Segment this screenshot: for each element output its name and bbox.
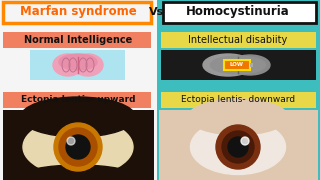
Text: Vs: Vs [149,7,164,17]
Ellipse shape [20,165,135,180]
Text: Ectopia lentis- downward: Ectopia lentis- downward [181,96,295,105]
FancyBboxPatch shape [161,92,316,108]
FancyBboxPatch shape [3,32,151,48]
FancyBboxPatch shape [0,0,157,180]
FancyBboxPatch shape [161,50,316,80]
FancyBboxPatch shape [3,110,154,180]
Circle shape [222,131,254,163]
Circle shape [216,125,260,169]
Circle shape [67,137,75,145]
Ellipse shape [23,118,133,176]
FancyBboxPatch shape [161,32,316,48]
Ellipse shape [211,56,266,74]
Circle shape [241,137,249,145]
Circle shape [66,135,90,159]
Text: Marfan syndrome: Marfan syndrome [20,6,136,19]
FancyBboxPatch shape [224,60,250,70]
Text: Normal Intelligence: Normal Intelligence [24,35,132,45]
FancyBboxPatch shape [30,50,125,80]
Ellipse shape [230,55,270,75]
Ellipse shape [73,54,103,76]
Circle shape [59,128,97,166]
FancyBboxPatch shape [3,92,151,108]
Ellipse shape [53,54,83,76]
Circle shape [54,123,102,171]
Text: LOW: LOW [230,62,244,68]
Text: Ectopia lentis- upward: Ectopia lentis- upward [21,96,135,105]
FancyBboxPatch shape [250,63,253,67]
Text: Intellectual disabiity: Intellectual disabiity [188,35,288,45]
FancyBboxPatch shape [3,2,151,23]
Text: Homocystinuria: Homocystinuria [186,6,290,19]
FancyBboxPatch shape [157,0,320,180]
Ellipse shape [188,99,288,135]
Ellipse shape [190,120,285,174]
Ellipse shape [20,97,135,137]
FancyBboxPatch shape [159,110,318,180]
Ellipse shape [59,54,97,70]
Circle shape [228,137,248,157]
Ellipse shape [203,54,253,76]
FancyBboxPatch shape [163,2,316,23]
